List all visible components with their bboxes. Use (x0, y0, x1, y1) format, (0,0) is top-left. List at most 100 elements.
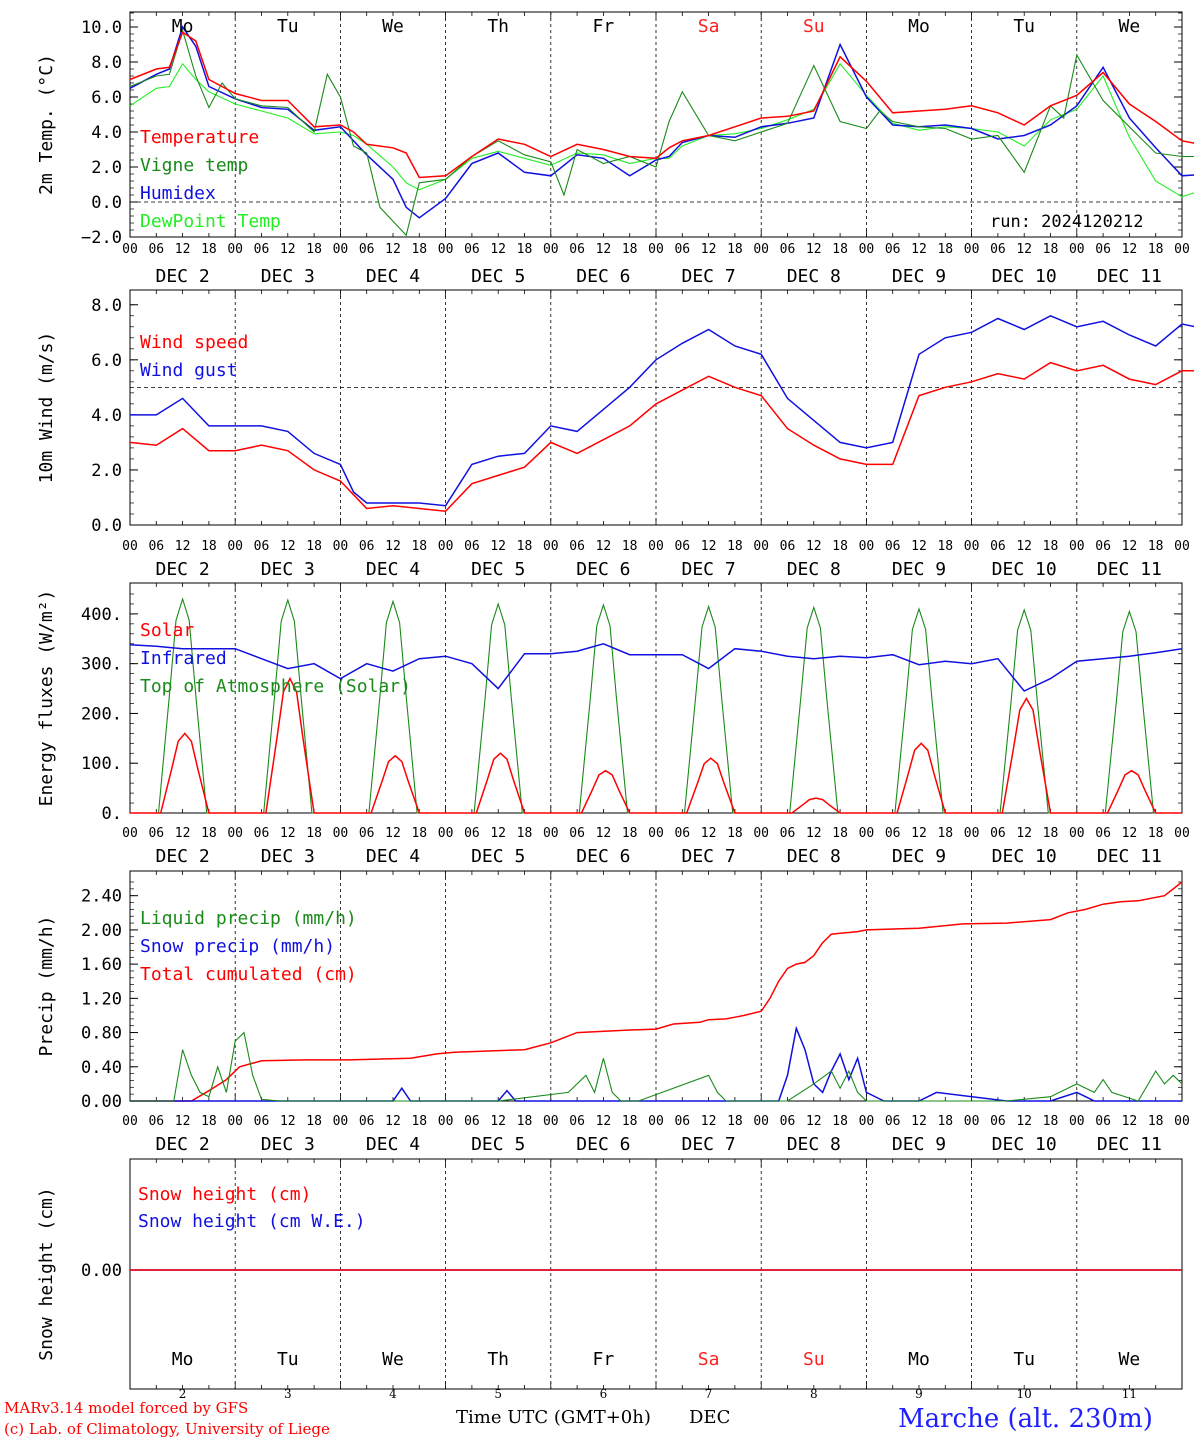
hour-tick-label: 06 (885, 242, 901, 257)
weekday-label: We (382, 16, 404, 37)
hour-tick-label: 18 (622, 1114, 638, 1129)
hour-tick-label: 12 (1122, 539, 1138, 554)
hour-tick-label: 12 (701, 539, 717, 554)
y-tick-label: −2.0 (81, 228, 122, 248)
hour-tick-label: 00 (964, 539, 980, 554)
panel-3: 0. 100. 200. 300. 400. Energy fluxes (W/m²) So… (36, 582, 1190, 867)
legend-entry: Infrared (140, 648, 227, 669)
date-label: DEC 2 (156, 559, 210, 580)
hour-tick-label: 18 (306, 1114, 322, 1129)
y-tick-label: 2.0 (91, 461, 122, 481)
hour-tick-label: 00 (438, 1114, 454, 1129)
hour-tick-label: 06 (1095, 1114, 1111, 1129)
date-label: DEC 9 (892, 846, 946, 867)
y-tick-label: 0.80 (81, 1024, 122, 1044)
date-number: 7 (705, 1387, 713, 1401)
hour-tick-label: 18 (1043, 826, 1059, 841)
hour-tick-label: 00 (333, 242, 349, 257)
y-tick-label: 6.0 (91, 351, 122, 371)
hour-tick-label: 06 (885, 826, 901, 841)
legend-entry: Snow precip (mm/h) (140, 936, 335, 957)
hour-tick-label: 12 (385, 1114, 401, 1129)
hour-tick-label: 00 (1069, 826, 1085, 841)
hour-tick-label: 00 (648, 1114, 664, 1129)
hour-tick-label: 06 (990, 826, 1006, 841)
hour-tick-label: 12 (1016, 242, 1032, 257)
weekday-label: Tu (1013, 1349, 1035, 1370)
hour-tick-label: 06 (1095, 826, 1111, 841)
hour-tick-label: 06 (674, 242, 690, 257)
hour-tick-label: 06 (780, 826, 796, 841)
hour-tick-label: 18 (832, 242, 848, 257)
hour-tick-label: 00 (543, 242, 559, 257)
y-tick-label: 100. (81, 754, 122, 774)
date-number: 10 (1017, 1387, 1032, 1401)
hour-tick-label: 18 (411, 826, 427, 841)
hour-tick-label: 18 (622, 242, 638, 257)
y-tick-label: 400. (81, 605, 122, 625)
series-line-wind-speed (129, 361, 1194, 512)
hour-tick-label: 06 (885, 539, 901, 554)
weekday-label: Fr (593, 16, 615, 37)
hour-tick-label: 12 (385, 242, 401, 257)
hour-tick-label: 12 (596, 539, 612, 554)
hour-tick-label: 18 (727, 242, 743, 257)
date-label: DEC 6 (576, 266, 630, 287)
hour-tick-label: 00 (227, 826, 243, 841)
hour-tick-label: 12 (596, 826, 612, 841)
hour-tick-label: 12 (385, 826, 401, 841)
hour-tick-label: 18 (937, 1114, 953, 1129)
hour-tick-label: 00 (1174, 539, 1190, 554)
y-tick-label: 10.0 (81, 18, 122, 38)
date-number: 3 (284, 1387, 292, 1401)
date-label: DEC 7 (682, 846, 736, 867)
hour-tick-label: 12 (701, 826, 717, 841)
y-tick-label: 1.60 (81, 955, 122, 975)
hour-tick-label: 18 (832, 1114, 848, 1129)
weekday-label: Th (487, 16, 509, 37)
hour-tick-label: 00 (753, 539, 769, 554)
date-label: DEC 11 (1097, 1134, 1162, 1155)
y-tick-label: 0.0 (91, 516, 122, 536)
hour-tick-label: 18 (727, 826, 743, 841)
hour-tick-label: 00 (1174, 242, 1190, 257)
series-line-total-cumulated-cm- (130, 881, 1183, 1102)
hour-tick-label: 18 (306, 826, 322, 841)
date-label: DEC 4 (366, 1134, 420, 1155)
hour-tick-label: 00 (122, 826, 138, 841)
hour-tick-label: 18 (832, 826, 848, 841)
hour-tick-label: 06 (359, 539, 375, 554)
hour-tick-label: 12 (701, 242, 717, 257)
hour-tick-label: 00 (1174, 1114, 1190, 1129)
date-label: DEC 7 (682, 1134, 736, 1155)
date-label: DEC 8 (787, 1134, 841, 1155)
hour-tick-label: 06 (569, 539, 585, 554)
hour-tick-label: 06 (464, 539, 480, 554)
date-number: 5 (494, 1387, 502, 1401)
hour-tick-label: 06 (780, 1114, 796, 1129)
y-tick-label: 1.20 (81, 989, 122, 1009)
weekday-label: Tu (1013, 16, 1035, 37)
date-label: DEC 7 (682, 559, 736, 580)
weekday-label: Mo (908, 1349, 930, 1370)
legend-entry: Snow height (cm W.E.) (138, 1211, 366, 1232)
hour-tick-label: 12 (1016, 826, 1032, 841)
weekday-label: Fr (593, 1349, 615, 1370)
hour-tick-label: 12 (490, 242, 506, 257)
date-label: DEC 7 (682, 266, 736, 287)
hour-tick-label: 06 (464, 242, 480, 257)
hour-tick-label: 00 (227, 539, 243, 554)
weekday-label: We (1119, 1349, 1141, 1370)
hour-tick-label: 18 (201, 826, 217, 841)
date-label: DEC 2 (156, 846, 210, 867)
hour-tick-label: 00 (859, 242, 875, 257)
hour-tick-label: 06 (1095, 539, 1111, 554)
hour-tick-label: 18 (937, 242, 953, 257)
series-line-humidex (129, 25, 1194, 219)
date-label: DEC 4 (366, 846, 420, 867)
hour-tick-label: 12 (911, 826, 927, 841)
hour-tick-label: 06 (990, 539, 1006, 554)
series-line-dewpoint-temp (129, 62, 1194, 198)
panel-5: 0.00 Snow height (cm) Snow height (cm) Snow… (36, 1158, 1183, 1401)
